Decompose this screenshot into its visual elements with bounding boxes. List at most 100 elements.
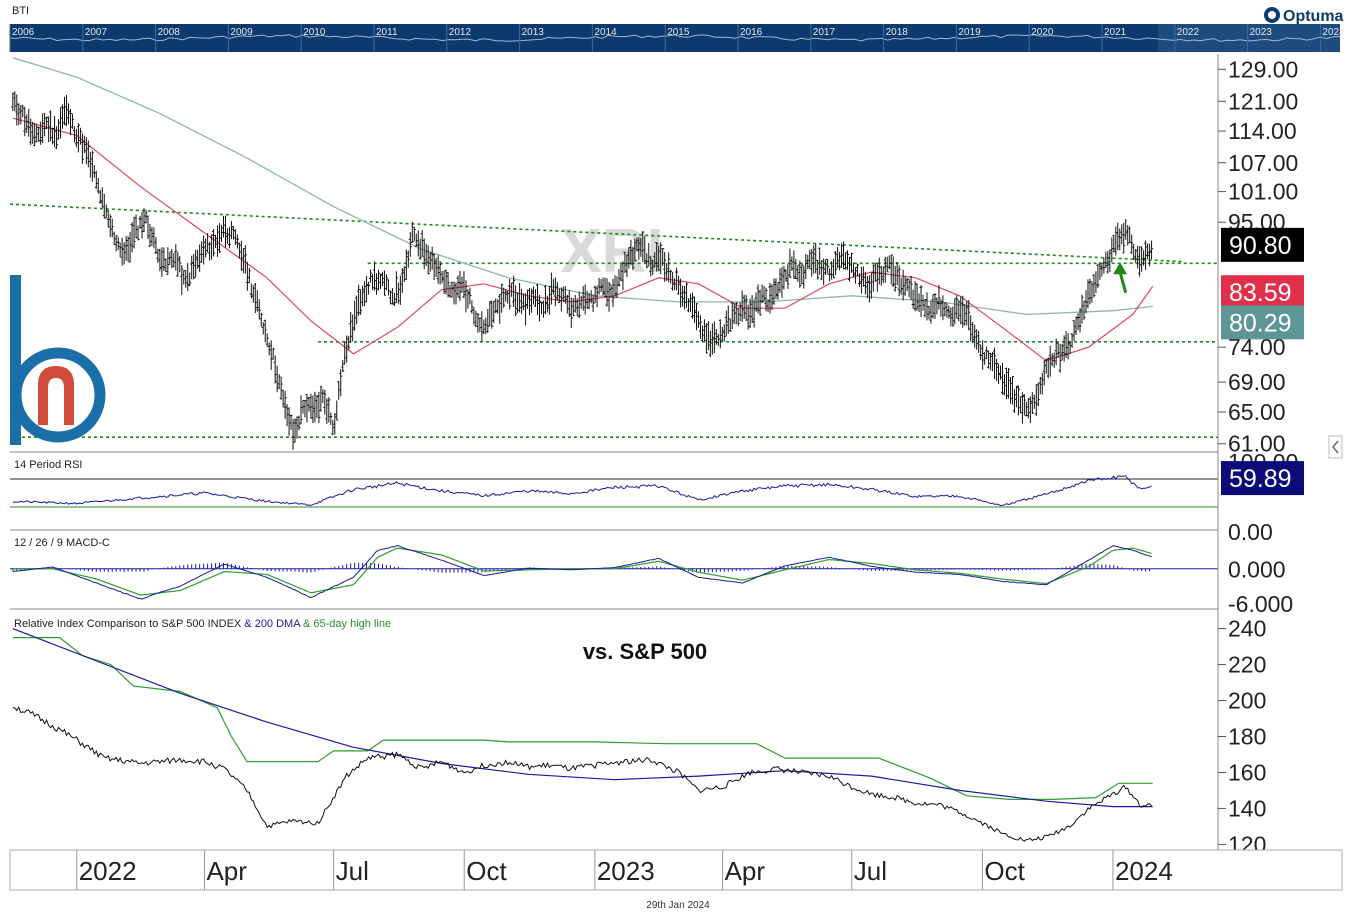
date-axis-label[interactable]: Jul bbox=[854, 856, 887, 886]
date-axis[interactable]: 2022 Apr Jul Oct 2023 Apr Jul Oct 2024 bbox=[76, 850, 1173, 890]
symbol-label: BTI bbox=[12, 5, 29, 17]
rsi-line bbox=[12, 475, 1152, 507]
date-axis-label[interactable]: Apr bbox=[725, 856, 766, 886]
date-axis-label[interactable]: Jul bbox=[336, 856, 369, 886]
optuma-logo-icon-inner bbox=[1268, 11, 1276, 19]
logo-mark-glyph bbox=[38, 366, 74, 425]
ma50-badge-box bbox=[1221, 275, 1304, 310]
macd-histogram bbox=[12, 562, 1151, 573]
price-y-tick-label: 114.00 bbox=[1228, 118, 1297, 144]
navigator-year-label[interactable]: 2007 bbox=[85, 27, 108, 38]
relative-annotation: vs. S&P 500 bbox=[583, 639, 707, 664]
navigator-year-label[interactable]: 2022 bbox=[1177, 27, 1200, 38]
date-axis-label[interactable]: Oct bbox=[466, 856, 507, 886]
arrow-head-icon bbox=[1113, 262, 1128, 275]
relative-title-high: & 65-day high line bbox=[300, 618, 391, 630]
navigator-year-label[interactable]: 2008 bbox=[158, 27, 181, 38]
macd-line bbox=[12, 545, 1152, 600]
relative-200dma-line bbox=[12, 628, 1153, 808]
date-axis-label[interactable]: 2023 bbox=[597, 856, 655, 886]
price-y-tick-label: 121.00 bbox=[1228, 88, 1298, 114]
price-y-tick-label: 69.00 bbox=[1228, 369, 1286, 395]
rsi-title: 14 Period RSI bbox=[14, 459, 82, 471]
logo-mark-ring bbox=[10, 347, 106, 443]
chevron-left-icon[interactable] bbox=[1332, 440, 1339, 454]
arrow-shaft bbox=[1118, 271, 1128, 294]
navigator-year-label[interactable]: 2012 bbox=[449, 27, 472, 38]
macd-y-tick-label: -6.000 bbox=[1228, 591, 1293, 617]
price-y-tick-label: 129.00 bbox=[1228, 56, 1298, 82]
navigator-year-label[interactable]: 2010 bbox=[303, 27, 326, 38]
navigator-year-label[interactable]: 2018 bbox=[886, 27, 909, 38]
price-y-tick-label: 107.00 bbox=[1228, 150, 1298, 176]
relative-title-main: Relative Index Comparison to S&P 500 IND… bbox=[14, 618, 242, 630]
navigator-year-label[interactable]: 2014 bbox=[594, 27, 617, 38]
relative-y-tick-label: 180 bbox=[1228, 723, 1266, 749]
footer-date: 29th Jan 2024 bbox=[646, 900, 710, 911]
navigator-year-label[interactable]: 2023 bbox=[1250, 27, 1273, 38]
rsi-last-badge-box bbox=[1221, 461, 1304, 496]
navigator-selection[interactable] bbox=[1158, 24, 1340, 52]
ma200-badge-box bbox=[1221, 305, 1304, 340]
navigator-years: 2006 2007 2008 2009 2010 2011 2012 2013 2014 2015… bbox=[9, 24, 1345, 52]
ma50-line bbox=[12, 117, 1154, 362]
rsi-y-tick-label: 0.00 bbox=[1228, 519, 1273, 545]
navigator-year-label[interactable]: 2015 bbox=[667, 27, 690, 38]
collapse-handle-box[interactable] bbox=[1328, 435, 1343, 459]
last-price-badge: 90.80 bbox=[1229, 232, 1292, 260]
relative-y-tick-label: 220 bbox=[1228, 652, 1266, 678]
relative-65day-high-line bbox=[12, 636, 1153, 801]
price-y-tick-label: 101.00 bbox=[1228, 179, 1298, 205]
navigator-year-label[interactable]: 2009 bbox=[230, 27, 253, 38]
price-bars bbox=[11, 91, 1154, 450]
logo-mark-bar bbox=[10, 275, 21, 445]
panel-collapse-handle[interactable] bbox=[1328, 435, 1343, 459]
price-panel[interactable]: XRI bbox=[9, 57, 1218, 453]
navigator-year-label[interactable]: 2019 bbox=[958, 27, 981, 38]
macd-signal-line bbox=[12, 547, 1152, 596]
navigator-year-label[interactable]: 2011 bbox=[376, 27, 398, 38]
relative-y-tick-label: 200 bbox=[1228, 688, 1266, 714]
navigator-year-label[interactable]: 2024 bbox=[1322, 27, 1345, 38]
rsi-panel[interactable]: 14 Period RSI bbox=[10, 459, 1218, 531]
date-axis-label[interactable]: 2022 bbox=[79, 856, 137, 886]
date-axis-label[interactable]: Oct bbox=[984, 856, 1025, 886]
date-axis-label[interactable]: 2024 bbox=[1115, 856, 1173, 886]
navigator-year-label[interactable]: 2020 bbox=[1031, 27, 1054, 38]
macd-title: 12 / 26 / 9 MACD-C bbox=[14, 537, 110, 549]
optuma-brand-text: Optuma bbox=[1283, 8, 1344, 25]
macd-panel[interactable]: 12 / 26 / 9 MACD-C bbox=[10, 537, 1218, 610]
macd-y-axis: 0.000 -6.000 bbox=[1228, 557, 1293, 617]
relative-title-dma: & 200 DMA bbox=[241, 618, 301, 630]
relative-y-tick-label: 160 bbox=[1228, 759, 1266, 785]
navigator-year-label[interactable]: 2016 bbox=[740, 27, 763, 38]
support-line bbox=[9, 203, 1184, 263]
date-axis-label[interactable]: Apr bbox=[206, 856, 247, 886]
logo-mark bbox=[10, 275, 106, 445]
navigator-year-label[interactable]: 2013 bbox=[522, 27, 545, 38]
relative-y-tick-label: 140 bbox=[1228, 795, 1266, 821]
x-axis-area[interactable] bbox=[9, 849, 1343, 891]
navigator-history-line bbox=[9, 34, 1341, 42]
optuma-logo: Optuma bbox=[1264, 7, 1344, 25]
price-y-axis[interactable]: 129.00121.00114.00107.00101.0095.0074.00… bbox=[1218, 56, 1298, 457]
relative-y-tick-label: 240 bbox=[1228, 616, 1266, 642]
macd-y-tick-label: 0.000 bbox=[1228, 557, 1286, 583]
relative-title: Relative Index Comparison to S&P 500 IND… bbox=[14, 618, 391, 630]
bounce-arrow bbox=[1113, 262, 1128, 294]
relative-index-line bbox=[12, 706, 1152, 842]
last-price-badge-box bbox=[1221, 227, 1304, 262]
watermark: XRI bbox=[560, 217, 663, 286]
navigator[interactable]: 2006 2007 2008 2009 2010 2011 2012 2013 2014 2015… bbox=[9, 24, 1345, 52]
ma50-badge: 83.59 bbox=[1229, 279, 1292, 307]
navigator-year-label[interactable]: 2021 bbox=[1104, 27, 1127, 38]
rsi-last-badge: 59.89 bbox=[1229, 465, 1292, 493]
price-y-tick-label: 61.00 bbox=[1228, 431, 1286, 457]
navigator-year-label[interactable]: 2017 bbox=[813, 27, 836, 38]
relative-panel[interactable]: Relative Index Comparison to S&P 500 IND… bbox=[12, 618, 1153, 842]
ma200-badge: 80.29 bbox=[1229, 309, 1292, 337]
navigator-year-label[interactable]: 2006 bbox=[12, 27, 35, 38]
